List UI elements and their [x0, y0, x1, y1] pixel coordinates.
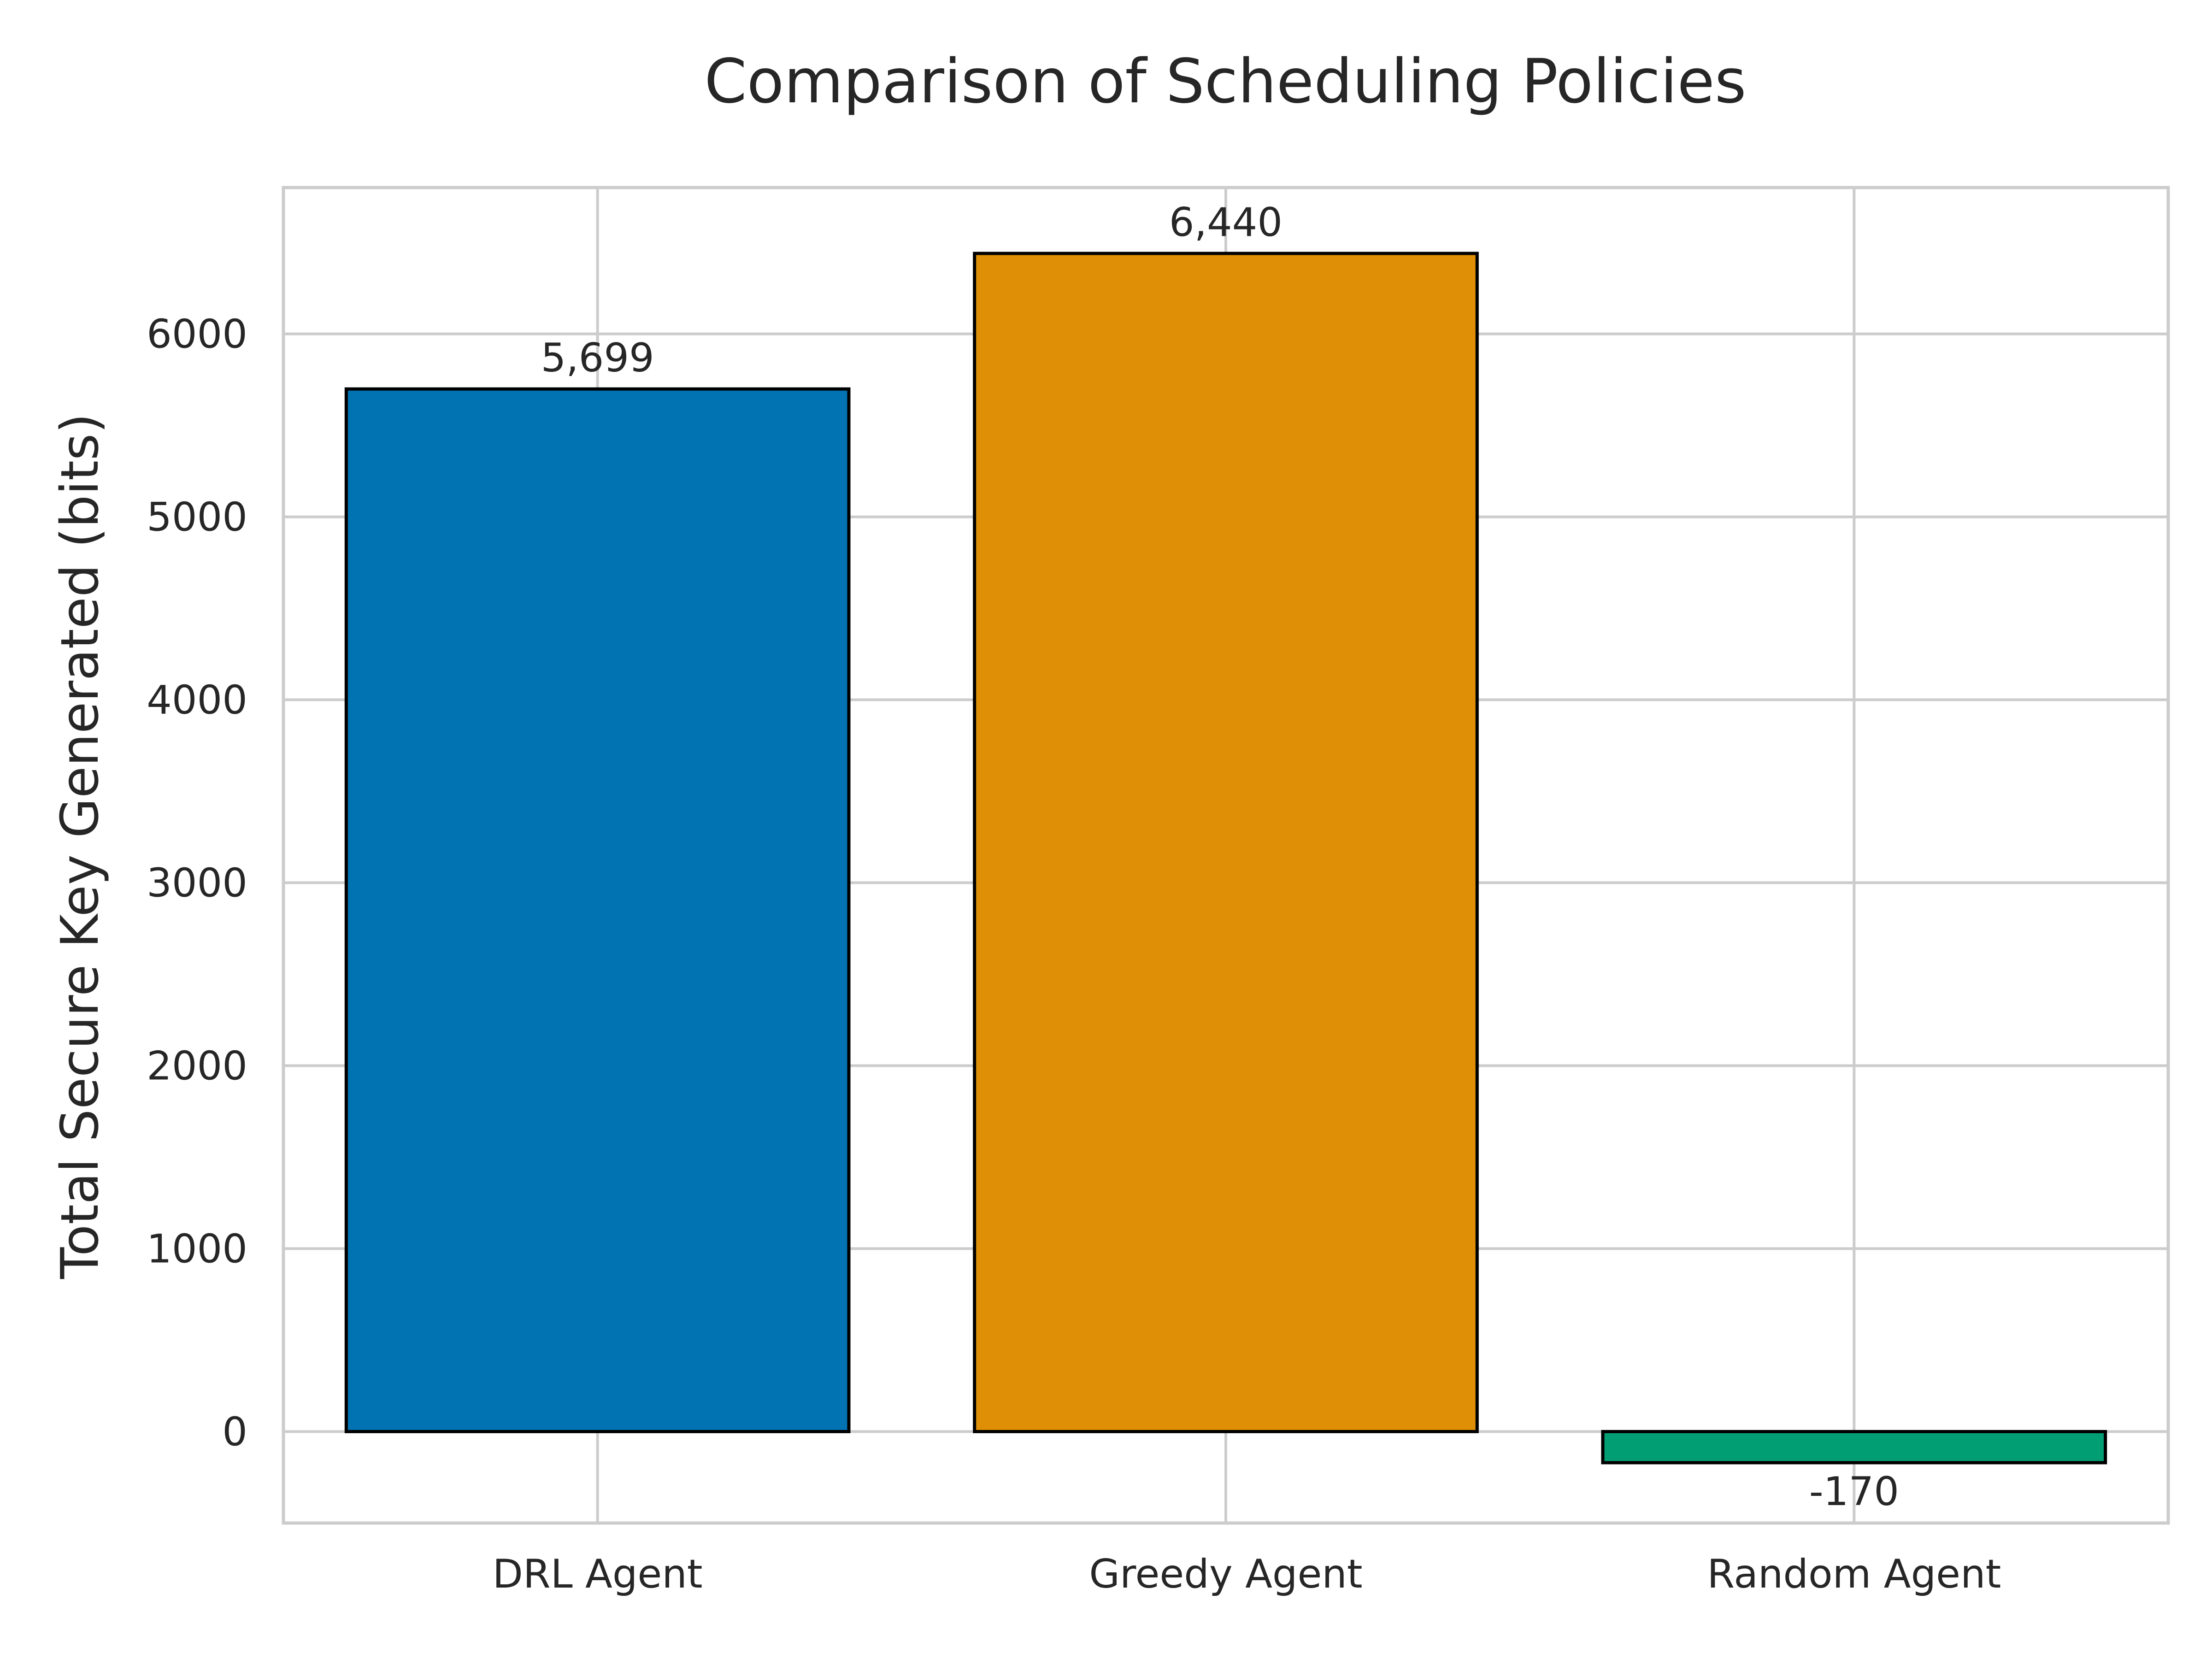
data-label: -170	[1809, 1469, 1899, 1515]
x-tick-label: Greedy Agent	[1089, 1551, 1362, 1597]
bar-greedy-agent	[973, 252, 1479, 1434]
y-axis-label: Total Secure Key Generated (bits)	[50, 413, 110, 1279]
frame-layer	[282, 186, 2170, 1525]
x-tick-label: DRL Agent	[493, 1551, 703, 1597]
y-tick-label: 4000	[147, 677, 247, 724]
bars-layer	[344, 252, 2107, 1465]
x-tick-label: Random Agent	[1707, 1551, 2001, 1597]
bar-random-agent	[1601, 1430, 2107, 1465]
y-tick-label: 6000	[147, 312, 247, 358]
y-tick-label: 3000	[147, 860, 247, 906]
y-tick-label: 5000	[147, 494, 247, 541]
data-label: 6,440	[1169, 200, 1282, 246]
x-tick-labels: DRL Agent Greedy Agent Random Agent	[493, 1551, 2001, 1597]
y-tick-label: 2000	[147, 1043, 247, 1089]
chart-title: Comparison of Scheduling Policies	[704, 46, 1746, 117]
y-tick-label: 0	[222, 1409, 247, 1455]
data-labels: 5,699 6,440 -170	[541, 200, 1899, 1515]
plot-frame	[282, 186, 2170, 1525]
y-tick-label: 1000	[147, 1226, 247, 1272]
y-tick-labels: 0 1000 2000 3000 4000 5000 6000	[147, 312, 247, 1455]
bar-drl-agent	[344, 387, 851, 1434]
data-label: 5,699	[541, 335, 654, 381]
